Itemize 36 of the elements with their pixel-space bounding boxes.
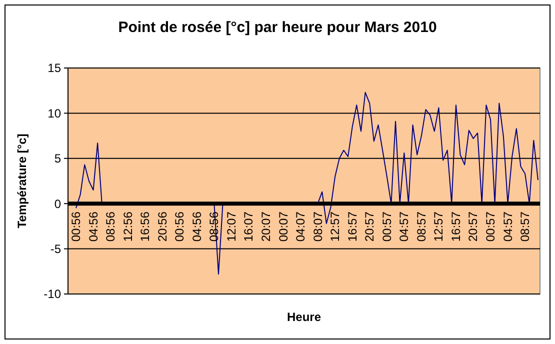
- x-tick-label: 16:57: [345, 211, 360, 242]
- x-tick-label: 04:57: [397, 211, 412, 242]
- x-tick-label: 04:07: [294, 211, 308, 242]
- x-tick-label: 12:56: [120, 211, 135, 242]
- x-tick-label: 04:57: [500, 211, 515, 242]
- x-tick-label: 00:57: [484, 211, 498, 242]
- y-tick-label: 0: [54, 196, 62, 211]
- x-tick-label: 00:56: [172, 211, 187, 242]
- x-tick-label: 20:57: [362, 211, 377, 242]
- x-tick-label: 16:57: [448, 211, 463, 242]
- x-tick-label: 08:07: [310, 211, 325, 242]
- x-tick-label: 04:56: [86, 211, 100, 242]
- chart-title: Point de rosée [°c] par heure pour Mars 2010: [118, 19, 437, 36]
- x-tick-label: 20:56: [155, 211, 170, 242]
- y-tick-label: 5: [54, 152, 62, 166]
- x-tick-label: 16:07: [242, 211, 256, 242]
- x-tick-label: 08:56: [104, 211, 118, 242]
- x-tick-label: 12:57: [328, 211, 342, 242]
- x-axis-title: Heure: [286, 310, 322, 324]
- x-tick-label: 00:57: [380, 211, 394, 242]
- x-tick-label: 16:56: [138, 211, 152, 242]
- x-tick-label: 00:56: [69, 211, 83, 242]
- y-axis-title: Température [°c]: [15, 134, 29, 228]
- y-tick-label: -10: [44, 287, 62, 302]
- x-tick-label: 00:07: [276, 211, 290, 242]
- x-tick-label: 12:57: [432, 211, 446, 242]
- x-tick-label: 20:57: [466, 211, 480, 242]
- x-tick-label: 08:56: [207, 211, 222, 242]
- x-tick-label: 08:57: [414, 211, 428, 242]
- y-tick-label: 10: [48, 106, 62, 120]
- y-tick-label: 15: [48, 61, 62, 76]
- y-tick-label: -5: [50, 242, 62, 256]
- x-tick-label: 08:57: [518, 211, 532, 242]
- x-tick-label: 04:56: [190, 211, 204, 242]
- x-tick-label: 20:07: [258, 211, 273, 242]
- x-tick-label: 12:07: [224, 211, 238, 242]
